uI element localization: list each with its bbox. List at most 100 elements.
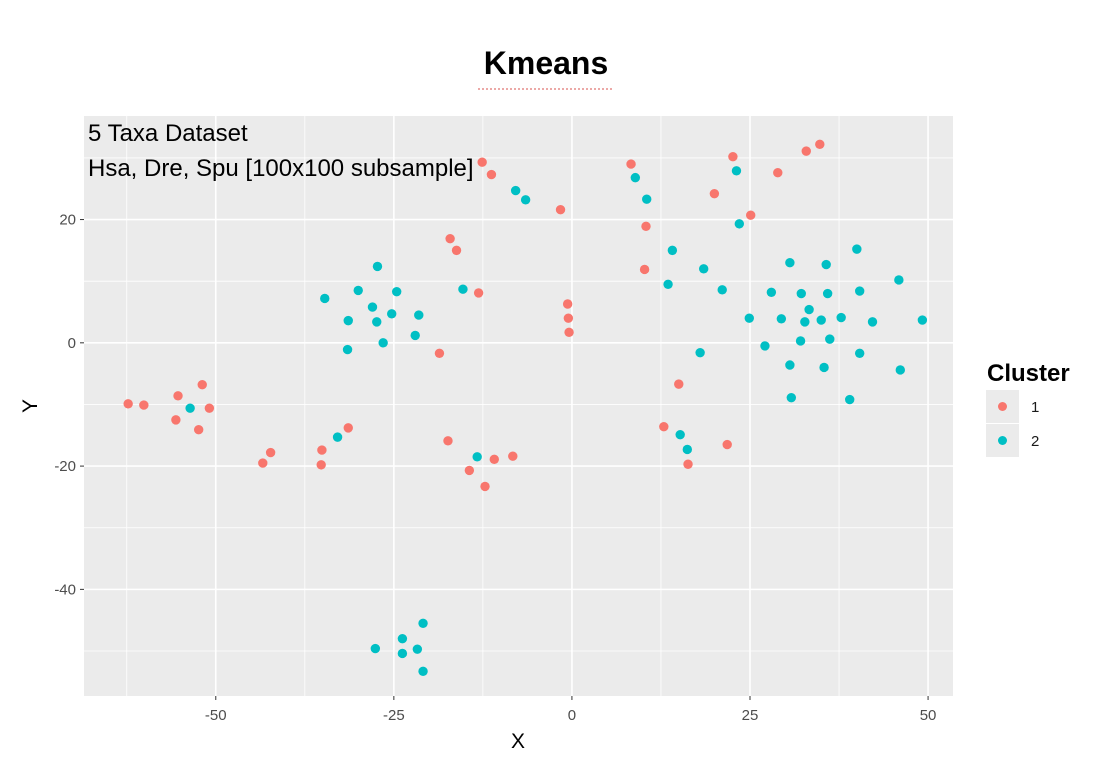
- point-cluster-1: [626, 159, 636, 169]
- point-cluster-2: [332, 432, 343, 442]
- annotation-line-1: 5 Taxa Dataset: [88, 120, 248, 147]
- point-cluster-1: [641, 221, 651, 232]
- point-cluster-2: [804, 304, 814, 315]
- point-cluster-2: [372, 317, 382, 327]
- point-cluster-1: [563, 313, 574, 323]
- point-cluster-2: [663, 279, 673, 289]
- y-tick-label: 20: [59, 212, 76, 229]
- point-cluster-1: [659, 421, 669, 432]
- point-cluster-2: [776, 314, 787, 324]
- point-cluster-2: [682, 444, 693, 455]
- point-cluster-2: [852, 244, 862, 254]
- point-cluster-2: [458, 284, 468, 294]
- point-cluster-2: [795, 336, 806, 346]
- point-cluster-1: [746, 210, 756, 220]
- point-cluster-1: [258, 458, 268, 468]
- point-cluster-2: [917, 315, 928, 325]
- point-cluster-1: [434, 348, 445, 359]
- legend-label-2: 2: [1031, 433, 1039, 450]
- point-cluster-2: [894, 275, 904, 285]
- point-cluster-2: [414, 310, 424, 320]
- point-cluster-1: [815, 139, 825, 150]
- point-cluster-2: [822, 288, 833, 299]
- point-cluster-2: [854, 348, 865, 359]
- x-tick-label: -50: [205, 707, 227, 724]
- point-cluster-1: [773, 168, 783, 178]
- point-cluster-2: [717, 285, 727, 295]
- point-cluster-2: [418, 618, 428, 628]
- point-cluster-1: [123, 399, 133, 409]
- point-cluster-2: [397, 633, 408, 644]
- point-cluster-1: [473, 288, 484, 298]
- data-points: [123, 139, 928, 677]
- point-cluster-2: [410, 330, 420, 341]
- point-cluster-2: [412, 644, 423, 654]
- point-cluster-2: [372, 261, 383, 272]
- point-cluster-1: [801, 146, 811, 156]
- legend: Cluster 1 2: [986, 360, 1070, 457]
- y-tick-label: -40: [54, 581, 76, 598]
- point-cluster-2: [895, 365, 905, 375]
- point-cluster-2: [387, 309, 397, 319]
- point-cluster-2: [378, 338, 388, 348]
- legend-label-1: 1: [1031, 399, 1039, 416]
- point-cluster-1: [464, 465, 475, 476]
- point-cluster-1: [555, 204, 566, 215]
- point-cluster-2: [845, 394, 855, 405]
- y-axis-ticks: -40 -20 0 20: [54, 212, 84, 598]
- point-cluster-2: [367, 302, 378, 312]
- point-cluster-1: [683, 459, 693, 469]
- point-cluster-1: [451, 245, 462, 256]
- point-cluster-2: [695, 347, 705, 358]
- point-cluster-2: [343, 315, 353, 326]
- point-cluster-1: [489, 454, 499, 465]
- point-cluster-1: [173, 391, 183, 401]
- point-cluster-2: [642, 194, 652, 204]
- point-cluster-1: [343, 423, 353, 433]
- point-cluster-2: [867, 317, 878, 327]
- y-tick-label: 0: [68, 335, 76, 352]
- point-cluster-2: [510, 185, 521, 196]
- point-cluster-2: [370, 643, 381, 654]
- legend-marker-2: [998, 436, 1007, 445]
- point-cluster-2: [766, 287, 777, 297]
- point-cluster-1: [193, 425, 204, 435]
- point-cluster-1: [317, 445, 327, 455]
- point-cluster-1: [480, 481, 490, 492]
- point-cluster-2: [734, 219, 745, 229]
- point-cluster-2: [825, 334, 835, 344]
- point-cluster-2: [796, 288, 806, 299]
- x-tick-label: 50: [920, 707, 937, 724]
- point-cluster-2: [391, 286, 402, 297]
- point-cluster-1: [674, 379, 684, 389]
- point-cluster-1: [564, 327, 574, 338]
- point-cluster-2: [854, 286, 865, 296]
- point-cluster-1: [316, 460, 326, 470]
- point-cluster-2: [418, 666, 428, 677]
- x-tick-label: 25: [742, 707, 759, 724]
- point-cluster-2: [744, 313, 754, 323]
- point-cluster-1: [265, 447, 276, 458]
- point-cluster-2: [675, 429, 685, 440]
- point-cluster-1: [639, 264, 650, 275]
- point-cluster-1: [197, 380, 207, 390]
- point-cluster-2: [819, 362, 829, 373]
- point-cluster-2: [698, 264, 709, 274]
- x-tick-label: -25: [383, 707, 405, 724]
- point-cluster-1: [728, 151, 738, 162]
- point-cluster-2: [353, 285, 363, 296]
- point-cluster-2: [785, 257, 795, 268]
- point-cluster-1: [204, 403, 215, 413]
- point-cluster-1: [445, 233, 455, 244]
- point-cluster-2: [786, 392, 797, 403]
- point-cluster-2: [397, 648, 408, 659]
- point-cluster-1: [508, 451, 518, 461]
- point-cluster-2: [800, 317, 810, 327]
- point-cluster-1: [709, 188, 720, 199]
- point-cluster-1: [139, 400, 149, 410]
- y-tick-label: -20: [54, 458, 76, 475]
- point-cluster-1: [171, 415, 181, 425]
- point-cluster-1: [562, 299, 573, 309]
- chart-title: Kmeans: [484, 45, 609, 81]
